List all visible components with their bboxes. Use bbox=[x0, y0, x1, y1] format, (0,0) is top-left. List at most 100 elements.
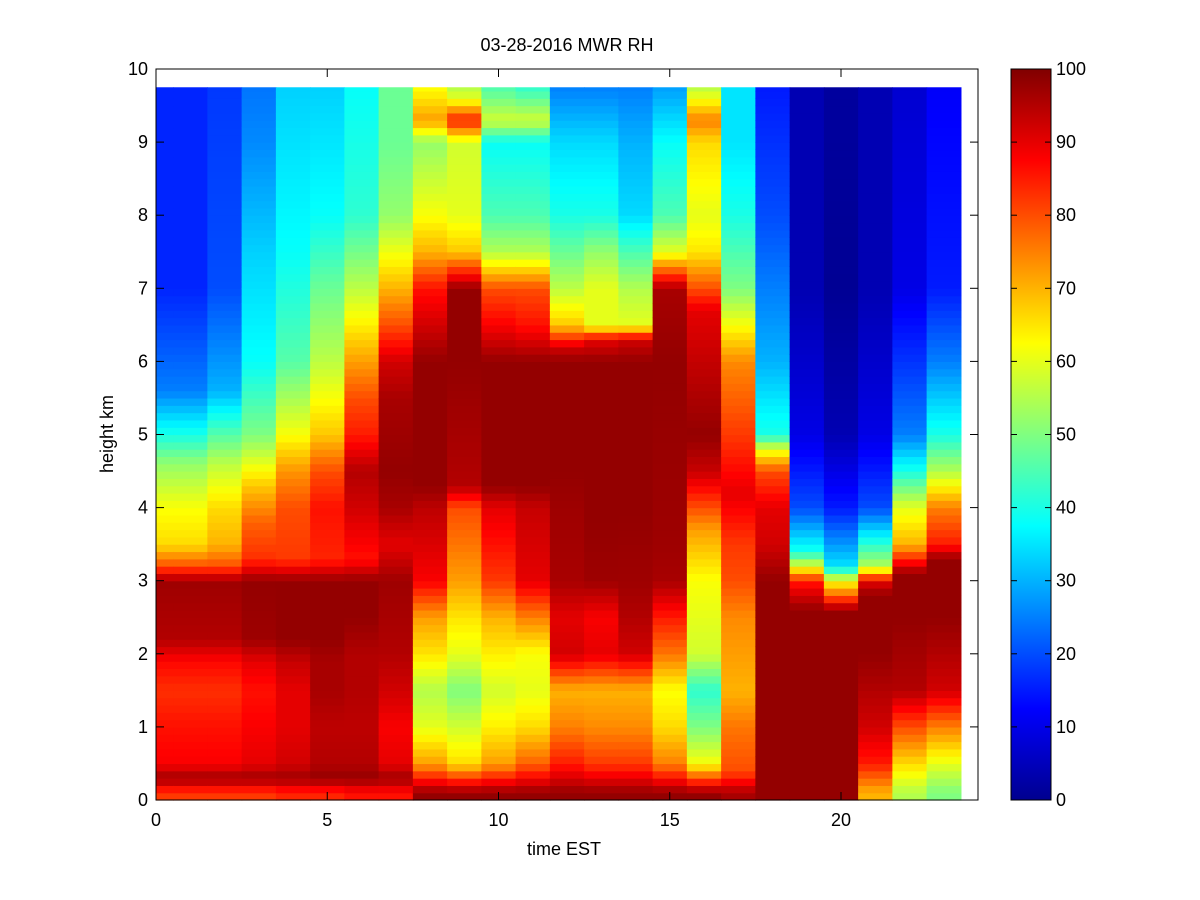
heatmap-cell bbox=[310, 390, 345, 399]
heatmap-cell bbox=[858, 756, 893, 765]
heatmap-column bbox=[378, 87, 414, 801]
heatmap-cell bbox=[755, 419, 791, 428]
heatmap-cell bbox=[789, 178, 825, 187]
heatmap-cell bbox=[515, 324, 551, 333]
heatmap-cell bbox=[721, 756, 756, 765]
heatmap-cell bbox=[344, 485, 380, 494]
heatmap-cell bbox=[275, 683, 311, 691]
heatmap-cell bbox=[618, 456, 654, 465]
heatmap-cell bbox=[652, 456, 688, 465]
heatmap-cell bbox=[412, 478, 448, 487]
heatmap-cell bbox=[823, 514, 859, 523]
heatmap-cell bbox=[173, 697, 208, 706]
heatmap-cell bbox=[549, 661, 585, 670]
heatmap-cell bbox=[156, 251, 174, 260]
heatmap-cell bbox=[652, 178, 688, 187]
heatmap-cell bbox=[378, 595, 414, 604]
heatmap-cell bbox=[344, 215, 380, 224]
heatmap-cell bbox=[173, 763, 208, 772]
heatmap-cell bbox=[310, 778, 345, 786]
heatmap-cell bbox=[686, 573, 722, 582]
heatmap-cell bbox=[378, 463, 414, 472]
heatmap-cell bbox=[892, 734, 928, 743]
heatmap-cell bbox=[447, 668, 482, 677]
heatmap-cell bbox=[344, 580, 380, 589]
heatmap-cell bbox=[156, 149, 174, 158]
heatmap-cell bbox=[652, 185, 688, 194]
heatmap-cell bbox=[892, 142, 928, 151]
heatmap-cell bbox=[858, 251, 893, 260]
heatmap-cell bbox=[173, 427, 208, 436]
heatmap-cell bbox=[858, 617, 893, 626]
heatmap-cell bbox=[652, 726, 688, 735]
heatmap-cell bbox=[652, 551, 688, 560]
heatmap-cell bbox=[447, 661, 482, 670]
heatmap-cell bbox=[447, 441, 482, 450]
heatmap-cell bbox=[515, 602, 551, 611]
heatmap-cell bbox=[310, 302, 345, 311]
heatmap-cell bbox=[926, 763, 962, 772]
heatmap-cell bbox=[652, 134, 688, 143]
heatmap-cell bbox=[515, 456, 551, 465]
heatmap-cell bbox=[892, 412, 928, 421]
heatmap-cell bbox=[207, 390, 243, 399]
heatmap-cell bbox=[549, 251, 585, 260]
heatmap-cell bbox=[207, 87, 243, 92]
heatmap-cell bbox=[549, 324, 585, 333]
colorbar-tick-label: 70 bbox=[1056, 278, 1076, 298]
heatmap-cell bbox=[515, 390, 551, 399]
heatmap-cell bbox=[447, 734, 482, 743]
heatmap-cell bbox=[652, 222, 688, 231]
heatmap-cell bbox=[241, 704, 277, 713]
heatmap-cell bbox=[686, 134, 722, 143]
heatmap-cell bbox=[755, 156, 791, 165]
heatmap-cell bbox=[926, 536, 962, 545]
heatmap-cell bbox=[789, 485, 825, 494]
heatmap-cell bbox=[310, 251, 345, 260]
heatmap-cell bbox=[481, 522, 517, 531]
heatmap-cell bbox=[789, 441, 825, 450]
heatmap-cell bbox=[755, 427, 791, 436]
heatmap-cell bbox=[549, 259, 585, 267]
heatmap-cell bbox=[515, 229, 551, 238]
heatmap-cell bbox=[892, 741, 928, 750]
heatmap-cell bbox=[686, 441, 722, 450]
heatmap-cell bbox=[344, 368, 380, 377]
heatmap-cell bbox=[447, 390, 482, 399]
heatmap-cell bbox=[275, 639, 311, 648]
heatmap-cell bbox=[207, 354, 243, 362]
heatmap-cell bbox=[481, 207, 517, 216]
heatmap-cell bbox=[584, 354, 619, 362]
heatmap-cell bbox=[412, 346, 448, 355]
heatmap-cell bbox=[344, 361, 380, 370]
heatmap-cell bbox=[755, 244, 791, 253]
heatmap-cell bbox=[344, 704, 380, 713]
heatmap-cell bbox=[584, 704, 619, 713]
heatmap-cell bbox=[618, 200, 654, 209]
heatmap-cell bbox=[892, 536, 928, 545]
heatmap-cell bbox=[275, 573, 311, 582]
heatmap-cell bbox=[447, 683, 482, 691]
heatmap-cell bbox=[823, 222, 859, 231]
heatmap-cell bbox=[652, 288, 688, 297]
heatmap-cell bbox=[823, 668, 859, 677]
heatmap-cell bbox=[892, 266, 928, 275]
heatmap-cell bbox=[241, 434, 277, 443]
heatmap-cell bbox=[721, 280, 756, 289]
heatmap-cell bbox=[686, 185, 722, 194]
heatmap-cell bbox=[858, 302, 893, 311]
heatmap-cell bbox=[207, 529, 243, 538]
heatmap-cell bbox=[156, 609, 174, 618]
heatmap-cell bbox=[823, 785, 859, 794]
heatmap-cell bbox=[412, 588, 448, 596]
heatmap-cell bbox=[173, 522, 208, 531]
heatmap-cell bbox=[755, 617, 791, 626]
heatmap-cell bbox=[241, 87, 277, 92]
heatmap-cell bbox=[789, 639, 825, 648]
heatmap-cell bbox=[789, 580, 825, 589]
heatmap-cell bbox=[892, 763, 928, 772]
heatmap-cell bbox=[823, 602, 859, 611]
heatmap-cell bbox=[823, 566, 859, 574]
heatmap-cell bbox=[412, 653, 448, 662]
heatmap-cell bbox=[892, 251, 928, 260]
